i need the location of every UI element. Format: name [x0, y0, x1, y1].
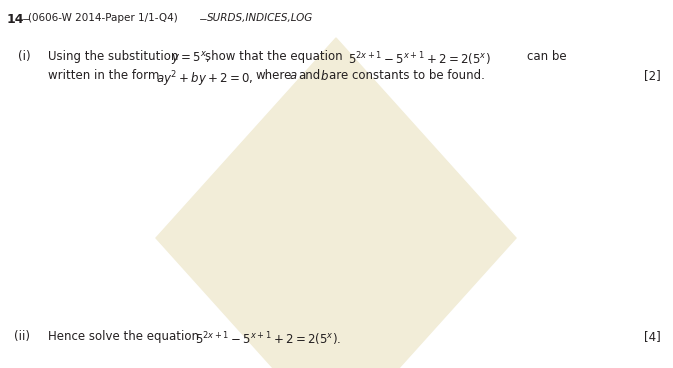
Text: [2]: [2]	[644, 69, 661, 82]
Polygon shape	[156, 38, 516, 368]
Text: $5^{2x+1}-5^{x+1}+2=2(5^{x})$: $5^{2x+1}-5^{x+1}+2=2(5^{x})$	[348, 50, 491, 68]
Text: $y = 5^{x}$,: $y = 5^{x}$,	[171, 50, 210, 67]
Text: $ay^{2}+by+2=0$,: $ay^{2}+by+2=0$,	[156, 69, 254, 89]
Text: where: where	[255, 69, 291, 82]
Text: and: and	[298, 69, 320, 82]
Text: $-$: $-$	[198, 13, 208, 23]
Text: Hence solve the equation: Hence solve the equation	[48, 330, 199, 343]
Text: Using the substitution: Using the substitution	[48, 50, 178, 63]
Text: are constants to be found.: are constants to be found.	[329, 69, 485, 82]
Text: can be: can be	[527, 50, 567, 63]
Text: $b$: $b$	[320, 69, 329, 83]
Text: (0606-W 2014-Paper 1/1-Q4): (0606-W 2014-Paper 1/1-Q4)	[28, 13, 178, 23]
Text: (ii): (ii)	[14, 330, 30, 343]
Text: (i): (i)	[18, 50, 31, 63]
Text: show that the equation: show that the equation	[205, 50, 343, 63]
Text: [4]: [4]	[644, 330, 661, 343]
Text: 14: 14	[7, 13, 24, 26]
Text: $-$: $-$	[21, 13, 31, 23]
Text: SURDS,INDICES,LOG: SURDS,INDICES,LOG	[207, 13, 313, 23]
Text: written in the form: written in the form	[48, 69, 160, 82]
Text: $5^{2x+1}-5^{x+1}+2=2(5^{x}).$: $5^{2x+1}-5^{x+1}+2=2(5^{x}).$	[195, 330, 341, 348]
Text: $a$: $a$	[289, 69, 297, 82]
